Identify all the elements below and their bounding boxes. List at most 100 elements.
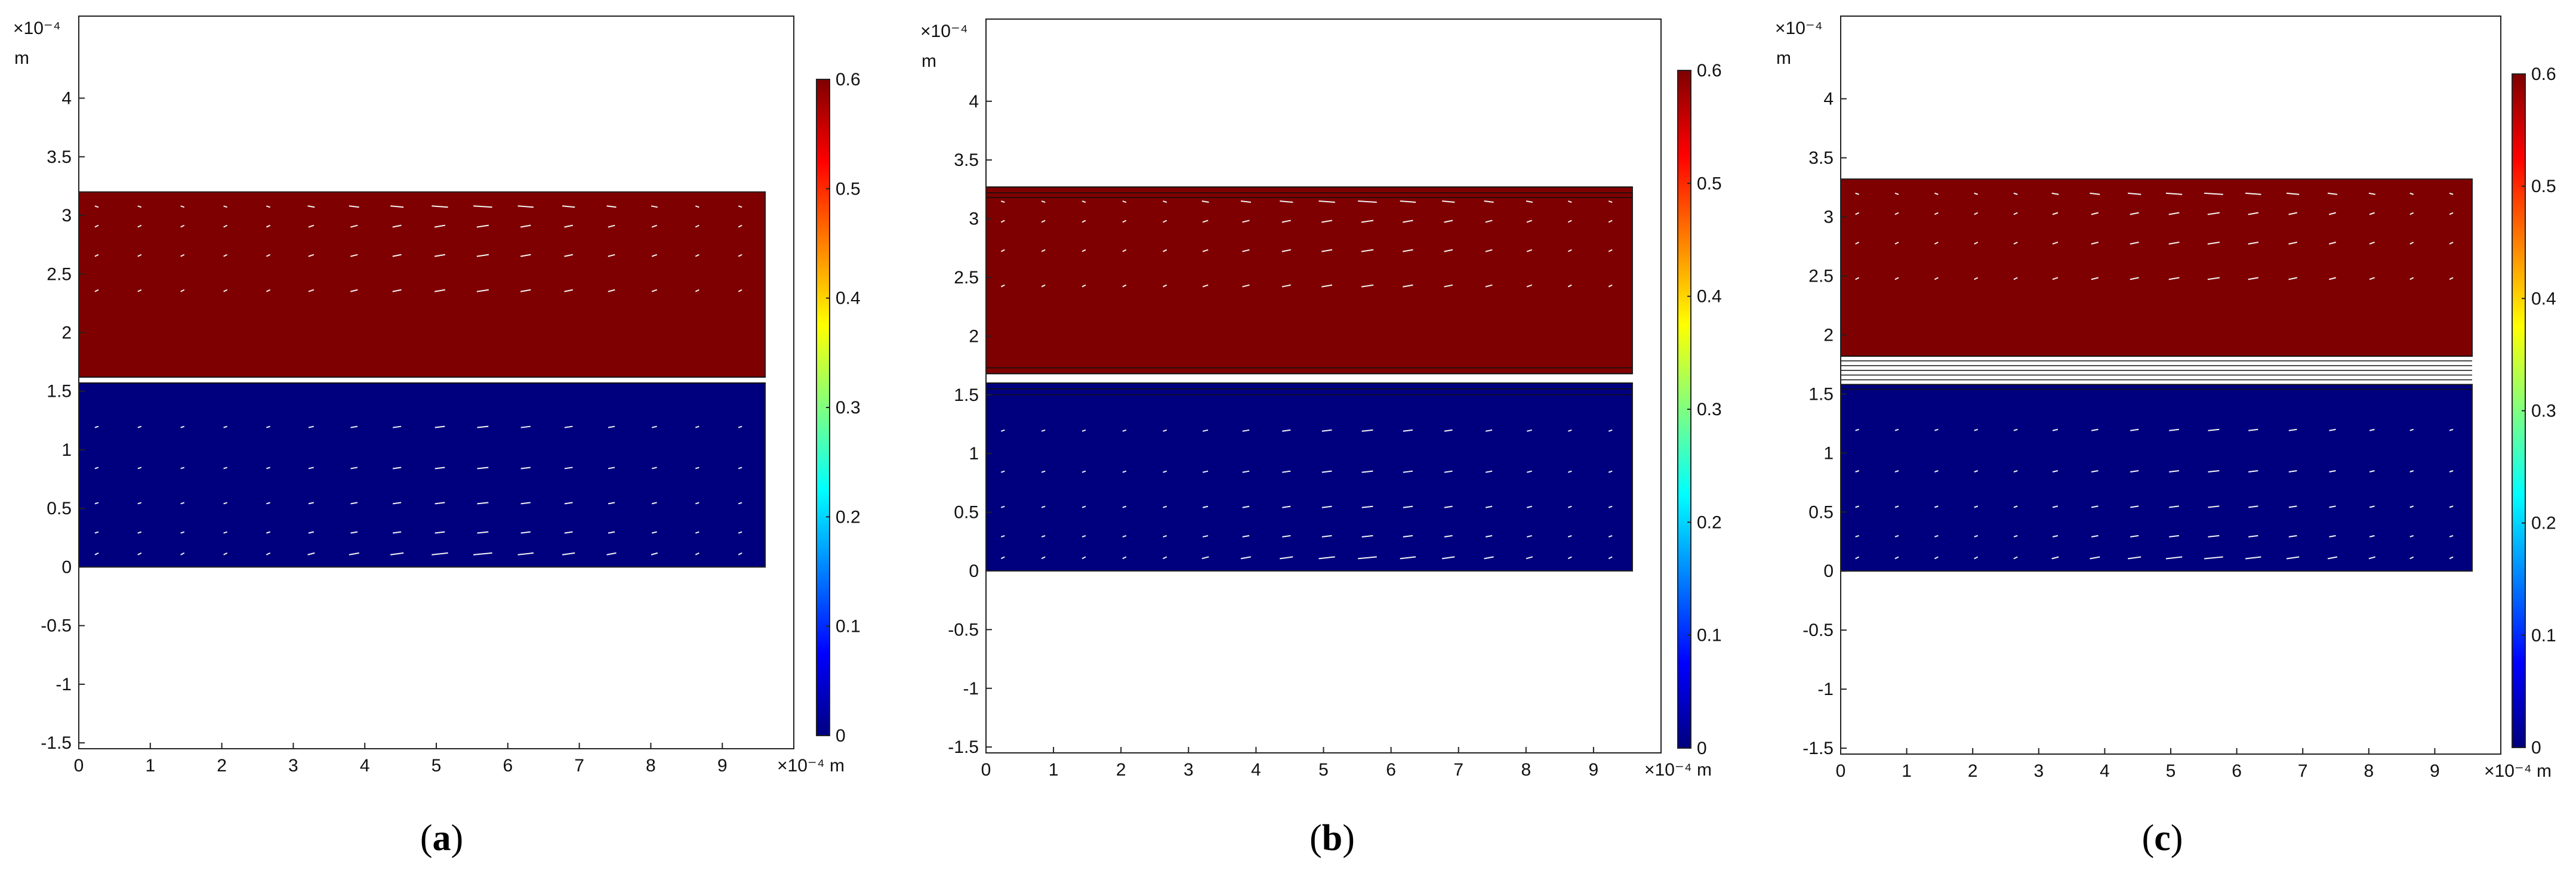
colorbar-tick-label: 0.1 — [1697, 626, 1722, 646]
x-tick-label: 3 — [2033, 761, 2044, 781]
y-tick-label: 0 — [969, 561, 979, 581]
panel-caption: (b) — [1309, 818, 1355, 858]
y-tick-label: 2 — [1823, 325, 1834, 345]
y-tick-label: -1 — [1817, 680, 1834, 699]
y-tick-label: 2.5 — [47, 264, 72, 284]
y-tick-label: 4 — [61, 89, 72, 109]
colorbar-tick-label: 0.1 — [2531, 626, 2556, 646]
x-tick-label: 3 — [1184, 760, 1194, 780]
region-low-fraction — [985, 382, 1633, 572]
y-axis-unit: m — [922, 51, 936, 71]
x-tick-label: 9 — [1589, 760, 1599, 780]
y-tick-label: 2 — [969, 326, 979, 346]
colorbar-tick-label: 0.6 — [836, 70, 861, 89]
x-tick-label: 0 — [981, 760, 991, 780]
y-tick-label: 3.5 — [1808, 149, 1834, 168]
x-axis-unit: ×10⁻⁴ m — [777, 756, 845, 776]
region-low-fraction — [78, 382, 766, 568]
colorbar-tick-label: 0.4 — [1697, 287, 1722, 307]
x-tick-label: 2 — [1968, 761, 1978, 781]
y-tick-label: 1.5 — [1808, 384, 1834, 404]
y-tick-label: 1.5 — [954, 385, 979, 405]
x-axis-unit: ×10⁻⁴ m — [1644, 760, 1712, 780]
y-tick-label: 3.5 — [47, 147, 72, 167]
y-axis-exponent: ×10⁻⁴ — [13, 18, 61, 38]
colorbar-tick-label: 0.3 — [2531, 402, 2556, 421]
y-tick-label: 1 — [969, 444, 979, 464]
y-tick-label: -1.5 — [41, 733, 72, 753]
y-tick-label: -1 — [963, 679, 979, 699]
x-tick-label: 2 — [217, 756, 227, 776]
y-tick-label: 3.5 — [954, 150, 979, 170]
region-high-fraction — [78, 191, 766, 378]
x-tick-label: 8 — [2364, 761, 2374, 781]
colorbar-tick-label: 0.3 — [836, 398, 861, 418]
x-tick-label: 4 — [2100, 761, 2110, 781]
y-axis-unit: m — [1776, 48, 1791, 68]
colorbar-tick-label: 0.6 — [2531, 64, 2556, 84]
colorbar-tick-label: 0.2 — [836, 507, 861, 527]
panel-caption: (a) — [420, 818, 463, 858]
y-tick-label: -1 — [56, 675, 72, 694]
x-axis-unit: ×10⁻⁴ m — [2484, 761, 2552, 781]
x-tick-label: 6 — [2232, 761, 2242, 781]
panel-a: 0 1 2 3 4 5 6 7 8 9 ×10⁻⁴ m 4 3.5 3 2.5 2 1.5 1 0.5 0 -0.5 -1… — [13, 16, 861, 858]
x-tick-label: 4 — [360, 756, 370, 776]
region-high-fraction — [985, 186, 1633, 375]
y-tick-label: 3 — [969, 209, 979, 229]
x-tick-label: 0 — [1836, 761, 1846, 781]
y-tick-label: -0.5 — [1802, 620, 1834, 640]
x-tick-label: 1 — [1049, 760, 1059, 780]
panel-c: 0 1 2 3 4 5 6 7 8 9 ×10⁻⁴ m 4 3.5 3 2.5 2 1.5 1 0.5 0 -0.5 -1… — [1775, 16, 2556, 858]
colorbar-tick-label: 0.1 — [836, 617, 861, 637]
x-tick-label: 0 — [74, 756, 84, 776]
y-tick-label: 3 — [61, 206, 72, 226]
region-high-fraction — [1840, 178, 2473, 357]
y-tick-label: 2 — [61, 323, 72, 342]
y-tick-label: 3 — [1823, 207, 1834, 227]
x-tick-label: 5 — [2166, 761, 2176, 781]
x-tick-label: 5 — [1318, 760, 1329, 780]
panel-caption: (c) — [2142, 818, 2183, 858]
colorbar-tick-label: 0 — [1697, 739, 1707, 758]
colorbar-tick-label: 0 — [836, 726, 846, 746]
y-tick-label: 0.5 — [954, 503, 979, 523]
x-tick-label: 6 — [503, 756, 513, 776]
colorbar-tick-label: 0.6 — [1697, 61, 1722, 81]
y-tick-label: 1 — [61, 440, 72, 460]
y-tick-label: 0.5 — [1808, 502, 1834, 522]
velocity-arrows — [94, 205, 742, 555]
y-tick-label: 0 — [1823, 561, 1834, 581]
y-tick-label: -0.5 — [948, 620, 979, 640]
x-tick-label: 7 — [2298, 761, 2308, 781]
x-tick-label: 7 — [1453, 760, 1463, 780]
y-axis-exponent: ×10⁻⁴ — [920, 21, 968, 41]
x-tick-label: 3 — [288, 756, 298, 776]
y-axis-unit: m — [14, 48, 29, 68]
x-tick-label: 8 — [646, 756, 656, 776]
x-tick-label: 4 — [1251, 760, 1261, 780]
x-tick-label: 8 — [1521, 760, 1531, 780]
colorbar-tick-label: 0.3 — [1697, 400, 1722, 419]
colorbar-tick-label: 0.5 — [1697, 174, 1722, 193]
colorbar-tick-label: 0.4 — [2531, 289, 2556, 308]
y-tick-label: 1.5 — [47, 382, 72, 402]
y-tick-label: -1.5 — [948, 737, 979, 757]
y-tick-label: 4 — [969, 92, 979, 112]
x-tick-label: 2 — [1116, 760, 1126, 780]
x-tick-label: 9 — [2430, 761, 2440, 781]
y-tick-label: 2.5 — [1808, 266, 1834, 286]
y-axis-exponent: ×10⁻⁴ — [1775, 18, 1823, 38]
y-tick-label: 0 — [61, 557, 72, 577]
colorbar-tick-label: 0 — [2531, 738, 2541, 758]
x-tick-label: 1 — [145, 756, 155, 776]
x-tick-label: 6 — [1386, 760, 1396, 780]
x-tick-label: 5 — [432, 756, 442, 776]
panel-b: 0 1 2 3 4 5 6 7 8 9 ×10⁻⁴ m 4 3.5 3 2.5 2 1.5 1 0.5 0 -0.5 -1… — [920, 18, 1722, 858]
region-low-fraction — [1840, 384, 2473, 572]
colorbar-tick-label: 0.2 — [2531, 514, 2556, 533]
y-tick-label: -1.5 — [1802, 739, 1834, 758]
y-tick-label: 0.5 — [47, 499, 72, 518]
colorbar-tick-label: 0.4 — [836, 289, 861, 308]
